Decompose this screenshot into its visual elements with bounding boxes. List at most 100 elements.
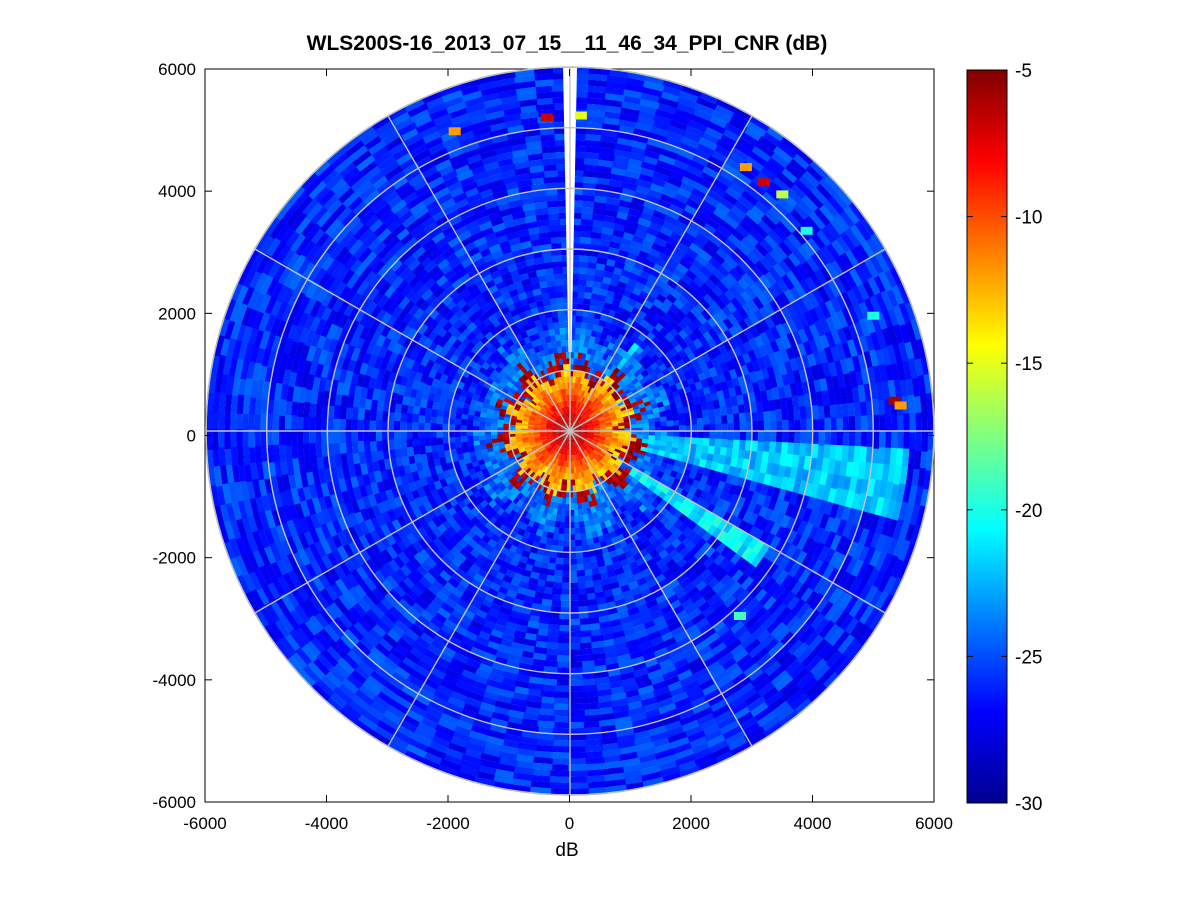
colorbar-ticks: -5 -10 -15 -20 -25 -30: [967, 61, 1042, 815]
ppi-cell-group-400: [588, 432, 595, 434]
ppi-cell-group-290: [568, 397, 604, 456]
ppi-cell-group-324: [535, 408, 600, 474]
ppi-cell-group-240: [551, 409, 583, 447]
ppi-cell-group-356: [561, 426, 582, 486]
ppi-cell-group-250: [558, 409, 588, 446]
ppi-cell-group-461: [682, 449, 690, 457]
colorbar-tick-label: -20: [1015, 501, 1042, 522]
ppi-cell-group-362: [550, 406, 588, 455]
ppi-cell-group-447: [761, 451, 788, 467]
ppi-cell-group-477: [657, 449, 682, 511]
ppi-cell-group-508: [610, 455, 618, 461]
ppi-cell-group-438: [641, 438, 703, 521]
ppi-cell-group-329: [551, 420, 594, 438]
ppi-cell-group-92: [270, 78, 852, 722]
ppi-cell-group-412: [702, 438, 760, 551]
ppi-cell-group-633: [515, 433, 522, 437]
ppi-cell-group-265: [547, 400, 592, 447]
ppi-cell-group-345: [587, 412, 603, 452]
radial-line-210: [387, 430, 571, 747]
ppi-cell-group-445: [725, 447, 733, 458]
ppi-cell-group-631: [540, 435, 547, 439]
ppi-cell-group-318: [606, 394, 625, 429]
ppi-cell-group-316: [545, 395, 604, 409]
hotspot-7: [894, 401, 907, 410]
y-tick-label: 0: [187, 427, 196, 446]
ppi-cell-group-622: [498, 473, 507, 481]
ppi-cell-group-574: [547, 468, 585, 485]
ppi-cell-group-315: [552, 410, 594, 450]
x-tick-label: -2000: [426, 814, 469, 833]
ppi-cell-group-641: [524, 398, 531, 405]
ppi-cell-group-89: [242, 115, 921, 721]
ppi-cell-group-582: [569, 503, 575, 510]
ppi-cell-group-199: [566, 413, 577, 450]
hotspot-3: [739, 163, 752, 172]
ppi-cell-group-413: [714, 438, 722, 448]
ppi-cell-group-612: [551, 442, 557, 448]
ppi-cell-group-39: [213, 74, 921, 794]
ppi-cell-group-594: [560, 454, 564, 461]
ppi-cell-group-389: [577, 428, 595, 460]
ppi-cell-group-510: [630, 467, 639, 475]
ppi-cell-group-616: [520, 430, 528, 470]
hotspot-5: [776, 190, 789, 199]
ppi-cell-group-305: [534, 405, 598, 428]
radial-line-240: [254, 430, 571, 614]
ppi-cell-group-527: [638, 477, 647, 485]
ppi-cell-group-570: [522, 465, 590, 484]
hotspot-layer: [448, 111, 907, 620]
ppi-cell-group-519: [742, 534, 764, 568]
ppi-cell-group-455: [635, 462, 878, 486]
ppi-cell-group-444: [719, 446, 727, 457]
ppi-cell-group-564: [574, 442, 578, 449]
ppi-cell-group-512: [656, 482, 728, 543]
ppi-cell-group-423: [829, 444, 837, 461]
ppi-cell-group-610: [555, 431, 570, 443]
ppi-cell-group-450: [791, 454, 800, 469]
colorbar-tick-label: -15: [1015, 354, 1042, 375]
ppi-cell-group-440: [659, 440, 891, 518]
ppi-cell-group-406: [648, 435, 655, 441]
ppi-cell-group-145: [585, 329, 636, 364]
ppi-cell-group-52: [571, 406, 573, 413]
hotspot-2: [448, 127, 461, 136]
ppi-cell-group-644: [542, 405, 549, 411]
chart-title: WLS200S-16_2013_07_15__11_46_34_PPI_CNR …: [307, 32, 828, 55]
ppi-cell-group-549: [570, 431, 575, 443]
ppi-cell-group-497: [547, 401, 599, 454]
polar-grid: [206, 67, 934, 795]
x-tick-label: -6000: [183, 814, 226, 833]
ppi-cell-group-17: [321, 96, 924, 715]
ppi-cell-group-617: [486, 465, 514, 481]
ppi-cell-group-248: [229, 86, 893, 779]
ppi-cell-group-636: [521, 425, 528, 429]
ppi-cell-group-296: [548, 417, 586, 442]
radial-line-120: [569, 430, 886, 614]
ppi-cell-group-611: [533, 412, 550, 459]
hotspot-1: [574, 111, 587, 120]
ppi-cell-group-597: [543, 414, 561, 466]
ppi-cell-group-520: [741, 540, 765, 561]
ppi-cell-group-357: [552, 421, 593, 447]
ppi-cell-group-602: [543, 466, 549, 474]
radial-line-150: [569, 430, 753, 747]
ppi-cell-group-346: [606, 406, 614, 412]
ppi-cell-group-339: [615, 397, 623, 404]
y-tick-label: -2000: [153, 549, 196, 568]
ppi-cell-group-451: [803, 455, 828, 487]
hotspot-0: [540, 113, 553, 122]
ppi-cell-group-562: [587, 468, 593, 476]
x-tick-label: 4000: [794, 814, 832, 833]
ppi-cell-group-541: [546, 424, 583, 445]
ppi-cell-group-567: [549, 497, 603, 527]
y-tick-label: 4000: [158, 182, 196, 201]
ppi-cell-group-433: [533, 399, 607, 456]
ppi-cell-group-639: [523, 404, 535, 418]
radial-line-300: [254, 248, 571, 432]
ppi-cell-group-298: [586, 408, 593, 454]
ppi-cell-group-182: [564, 413, 576, 431]
ppi-cell-group-550: [579, 445, 585, 452]
x-tick-label: 0: [565, 814, 574, 833]
colorbar-tick-label: -25: [1015, 647, 1042, 668]
